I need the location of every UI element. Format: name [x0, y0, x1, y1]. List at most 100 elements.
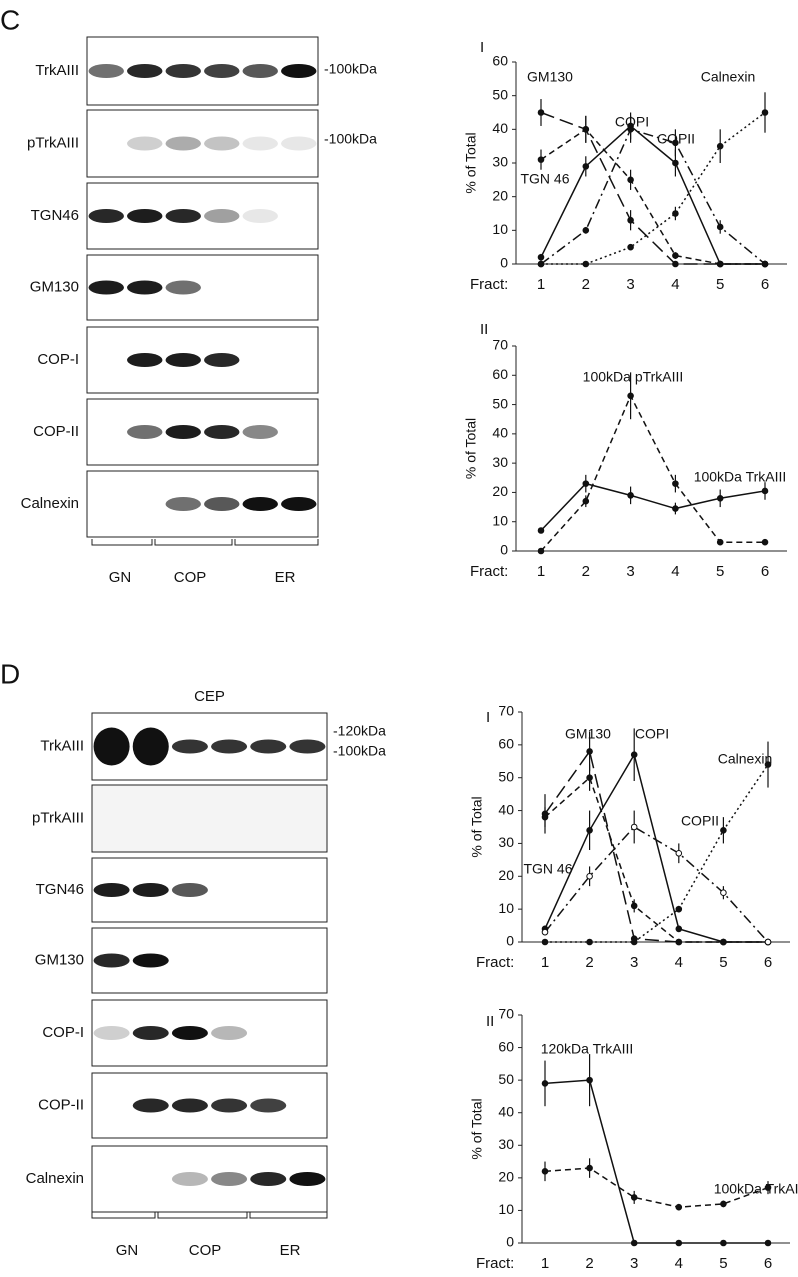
series-label: 100kDa TrkAIII: [714, 1181, 798, 1197]
series-label: COPI: [615, 114, 649, 130]
blot-label: GM130: [30, 278, 79, 295]
group-bracket: [154, 539, 233, 546]
blot-frame: [91, 712, 328, 781]
blot-band: [88, 64, 124, 78]
blot-band: [281, 136, 317, 151]
y-tick-label: 30: [498, 1136, 514, 1152]
blot-band: [165, 209, 201, 223]
blot-label: COP-I: [37, 351, 79, 368]
blot-band: [242, 425, 278, 439]
blot-band: [289, 1172, 326, 1186]
data-point: [586, 774, 593, 782]
blot-frame: [86, 470, 319, 538]
blot-band: [250, 1098, 287, 1113]
blot-band: [127, 425, 163, 439]
y-tick-label: 0: [506, 933, 514, 949]
blot-frame: [91, 999, 328, 1067]
group-bracket: [234, 539, 319, 546]
data-point: [627, 492, 634, 499]
blot-frame: [86, 36, 319, 106]
blot-label: TrkAIII: [40, 737, 84, 754]
x-tick-label: 6: [764, 1255, 772, 1272]
group-label: GN: [109, 569, 132, 586]
data-point: [582, 260, 590, 268]
data-point: [586, 748, 593, 755]
data-point: [537, 547, 545, 555]
series-line: [544, 826, 769, 943]
group-label: ER: [280, 1242, 301, 1259]
group-bracket: [157, 1212, 248, 1219]
data-point: [586, 1076, 593, 1084]
size-marker: -100kDa: [333, 743, 386, 759]
x-tick-label: 3: [626, 563, 634, 580]
data-point: [627, 126, 634, 133]
data-point: [537, 253, 545, 261]
series-line: [544, 776, 768, 943]
blot-band: [165, 136, 201, 151]
data-point: [630, 751, 638, 759]
data-point: [586, 826, 593, 834]
data-point: [764, 1184, 772, 1191]
blot-frame: [86, 182, 319, 250]
data-point: [627, 243, 634, 251]
data-point: [537, 260, 545, 268]
blot-band: [165, 280, 201, 295]
blot-band: [171, 883, 208, 897]
y-tick-label: 0: [500, 542, 508, 558]
blot-band: [171, 1098, 208, 1113]
x-tick-label: 6: [761, 563, 769, 580]
data-point: [675, 938, 683, 946]
blot-band: [93, 883, 130, 897]
data-point: [675, 1203, 683, 1211]
series-line: [540, 394, 765, 552]
series-label: 100kDa TrkAIII: [694, 469, 787, 485]
y-tick-label: 60: [498, 1038, 514, 1054]
y-tick-label: 70: [498, 703, 514, 719]
x-axis-label: Fract:: [470, 563, 508, 580]
y-tick-label: 60: [492, 53, 508, 69]
blot-band: [165, 353, 201, 367]
blot-band: [242, 64, 278, 78]
y-tick-label: 60: [492, 366, 508, 382]
data-point: [582, 480, 590, 487]
data-point: [582, 497, 590, 505]
panel-letter: D: [0, 658, 20, 689]
blot-band: [211, 1098, 248, 1113]
y-tick-label: 10: [498, 1201, 514, 1217]
series-line: [540, 128, 765, 265]
blot-band: [204, 64, 240, 78]
data-point: [716, 260, 724, 268]
blot-band: [127, 64, 163, 78]
y-tick-label: 20: [498, 1169, 514, 1185]
blot-band: [165, 497, 201, 511]
data-point: [761, 109, 769, 116]
blot-band: [165, 64, 201, 78]
data-point: [537, 109, 545, 116]
series-line: [544, 1079, 768, 1244]
blot-label: COP-II: [33, 423, 79, 440]
group-label: ER: [275, 569, 296, 586]
blot-band: [93, 953, 130, 968]
blot-label: pTrkAIII: [32, 809, 84, 826]
blot-band: [88, 280, 124, 295]
x-tick-label: 2: [582, 276, 590, 293]
y-axis-label: % of Total: [463, 418, 479, 479]
data-point: [627, 176, 634, 184]
x-tick-label: 1: [537, 563, 545, 580]
data-point: [764, 938, 772, 946]
chart-title: I: [480, 39, 484, 56]
data-point: [582, 126, 590, 133]
y-tick-label: 70: [498, 1006, 514, 1022]
data-point: [720, 826, 727, 834]
y-axis-label: % of Total: [463, 132, 479, 193]
y-tick-label: 40: [498, 1103, 514, 1119]
y-tick-label: 30: [498, 834, 514, 850]
series-label: TGN 46: [523, 861, 572, 877]
data-point: [586, 938, 593, 946]
blot-band: [171, 739, 208, 754]
blot-frame: [86, 254, 319, 321]
series-label: Calnexin: [701, 69, 755, 85]
data-point: [720, 1239, 727, 1247]
group-bracket: [91, 1212, 156, 1219]
